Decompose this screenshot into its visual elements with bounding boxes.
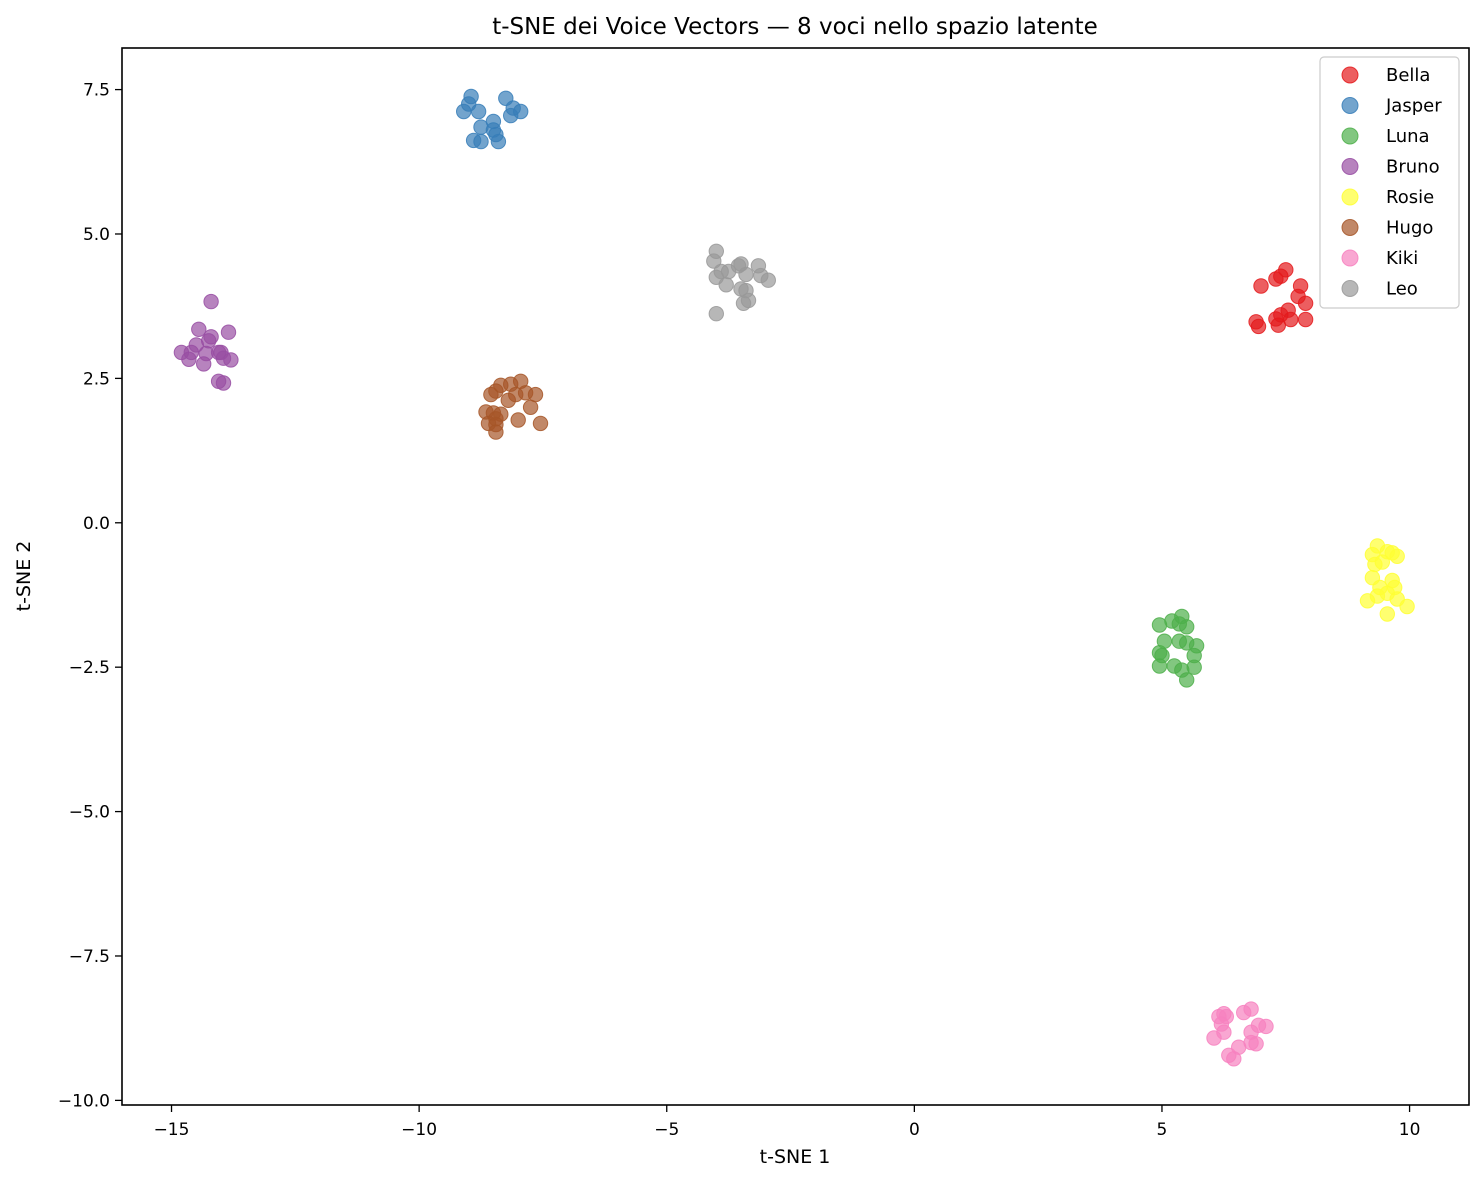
- legend-marker-bella: [1341, 66, 1359, 84]
- point-hugo: [483, 386, 499, 403]
- point-jasper: [473, 133, 489, 150]
- point-luna: [1179, 672, 1195, 688]
- legend-label-rosie: Rosie: [1386, 187, 1434, 208]
- point-bella: [1297, 295, 1314, 311]
- legend-marker-luna: [1341, 127, 1359, 145]
- point-jasper: [503, 107, 519, 124]
- plot-area-frame: [121, 47, 1470, 1106]
- point-rosie: [1389, 548, 1405, 564]
- point-rosie: [1399, 598, 1415, 615]
- legend-marker-kiki: [1341, 249, 1359, 267]
- point-rosie: [1359, 593, 1376, 609]
- chart-title: t-SNE dei Voice Vectors — 8 voci nello s…: [492, 14, 1098, 40]
- legend-marker-hugo: [1341, 219, 1359, 236]
- legend-label-jasper: Jasper: [1385, 96, 1442, 117]
- x-axis-label: t-SNE 1: [760, 1146, 831, 1168]
- point-luna: [1179, 619, 1195, 635]
- point-bruno: [181, 351, 197, 367]
- legend-label-leo: Leo: [1386, 279, 1418, 300]
- point-hugo: [500, 392, 516, 408]
- point-leo: [708, 306, 724, 322]
- legend-label-luna: Luna: [1386, 126, 1430, 147]
- legend-label-hugo: Hugo: [1386, 218, 1433, 239]
- x-tick-label: 0: [909, 1120, 920, 1140]
- y-tick-label: −10.0: [58, 1091, 110, 1111]
- point-leo: [706, 253, 722, 269]
- y-tick-label: 7.5: [83, 81, 110, 101]
- legend-marker-rosie: [1341, 188, 1359, 206]
- point-jasper: [470, 103, 487, 120]
- point-bruno: [196, 356, 212, 372]
- legend-marker-leo: [1341, 280, 1359, 297]
- point-kiki: [1206, 1030, 1222, 1046]
- point-leo: [735, 295, 752, 311]
- y-tick-label: −7.5: [69, 947, 110, 967]
- point-rosie: [1374, 554, 1391, 570]
- x-tick-label: −15: [154, 1120, 190, 1140]
- legend-marker-bruno: [1341, 158, 1359, 175]
- y-tick-label: 5.0: [83, 225, 110, 245]
- point-bella: [1270, 317, 1287, 333]
- legend-box: [1319, 56, 1460, 309]
- point-bruno: [215, 375, 232, 391]
- point-bruno: [223, 352, 239, 368]
- legend-label-bella: Bella: [1386, 65, 1430, 86]
- legend: Bella Jasper Luna Bruno Rosie Hugo Kiki Leo: [1319, 56, 1460, 309]
- point-jasper: [456, 103, 472, 120]
- legend-marker-jasper: [1341, 97, 1359, 114]
- point-bella: [1253, 278, 1269, 294]
- y-axis: −10.0 −7.5 −5.0 −2.5 0.0 2.5 5.0 7.5: [58, 81, 122, 1111]
- y-tick-label: 0.0: [83, 514, 110, 534]
- point-kiki: [1248, 1036, 1264, 1052]
- point-hugo: [522, 399, 539, 415]
- point-leo: [760, 272, 776, 288]
- x-tick-label: 10: [1399, 1120, 1421, 1140]
- points-layer: [173, 88, 1415, 1067]
- point-luna: [1151, 658, 1168, 674]
- point-hugo: [532, 415, 549, 432]
- point-rosie: [1379, 606, 1396, 622]
- point-hugo: [510, 412, 526, 428]
- y-axis-label: t-SNE 2: [13, 541, 35, 612]
- point-bella: [1268, 271, 1284, 287]
- point-luna: [1186, 659, 1202, 675]
- y-tick-label: 2.5: [83, 369, 110, 389]
- point-leo: [718, 277, 734, 293]
- point-kiki: [1258, 1018, 1274, 1035]
- x-tick-label: −10: [401, 1120, 437, 1140]
- x-tick-label: −5: [654, 1120, 679, 1140]
- point-bruno: [203, 293, 219, 310]
- x-tick-label: 5: [1157, 1120, 1168, 1140]
- point-kiki: [1236, 1004, 1252, 1021]
- y-tick-label: −5.0: [69, 803, 110, 823]
- point-bella: [1297, 311, 1314, 328]
- point-hugo: [488, 424, 504, 440]
- point-leo: [738, 266, 754, 283]
- legend-label-bruno: Bruno: [1386, 157, 1440, 178]
- legend-label-kiki: Kiki: [1386, 248, 1418, 269]
- point-kiki: [1226, 1051, 1242, 1067]
- point-bruno: [191, 321, 207, 337]
- point-luna: [1151, 617, 1168, 633]
- point-bruno: [220, 324, 237, 340]
- y-tick-label: −2.5: [69, 658, 110, 678]
- x-axis: −15 −10 −5 0 5 10: [154, 1105, 1421, 1140]
- point-bella: [1250, 318, 1267, 335]
- point-jasper: [490, 133, 507, 150]
